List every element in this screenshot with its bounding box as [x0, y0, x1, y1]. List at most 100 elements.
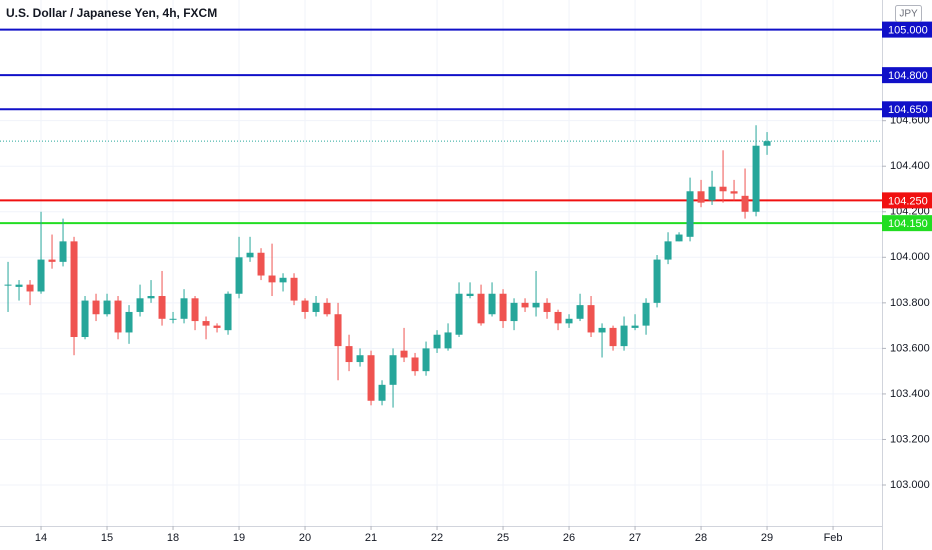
candle-body — [356, 355, 364, 363]
candle-body — [576, 305, 584, 319]
candle-body — [400, 350, 408, 358]
candle-body — [81, 300, 89, 338]
candle-body — [345, 346, 353, 363]
candle-body — [92, 300, 100, 315]
level-label-box — [882, 67, 932, 84]
candle-body — [444, 332, 452, 349]
candle-body — [488, 293, 496, 315]
chart-title: U.S. Dollar / Japanese Yen, 4h, FXCM — [6, 6, 217, 20]
candle-body — [620, 325, 628, 347]
candle-body — [554, 311, 562, 324]
y-tick-label: 103.600 — [890, 342, 930, 354]
candle-body — [378, 384, 386, 401]
candle-body — [543, 302, 551, 312]
level-label-box — [882, 192, 932, 209]
candle-body — [191, 298, 199, 322]
candle-body — [477, 293, 485, 324]
candle-body — [719, 186, 727, 192]
axis-layer: 104.600 104.400 104.200 104.000 103.800 103.6… — [35, 21, 932, 544]
candle-body — [147, 296, 155, 299]
y-tick-label: 104.000 — [890, 251, 930, 263]
candle-body — [301, 300, 309, 312]
candle-body — [15, 284, 23, 287]
y-tick-label: 103.000 — [890, 479, 930, 491]
candle-body — [136, 298, 144, 312]
candle-body — [158, 296, 166, 319]
level-label-box — [882, 21, 932, 38]
x-tick-label: 27 — [629, 532, 641, 544]
x-tick-label: 28 — [695, 532, 707, 544]
y-tick-label: 103.800 — [890, 297, 930, 309]
x-tick-label: 14 — [35, 532, 47, 544]
x-tick-label: 26 — [563, 532, 575, 544]
candle-body — [334, 314, 342, 347]
x-tick-label: 15 — [101, 532, 113, 544]
candle-body — [312, 302, 320, 312]
candle-body — [422, 348, 430, 372]
level-label-box — [882, 101, 932, 118]
level-label: 104.150 — [888, 218, 928, 230]
candle-body — [411, 357, 419, 372]
candle-body — [169, 318, 177, 320]
candle-body — [323, 302, 331, 315]
level-label: 104.650 — [888, 104, 928, 116]
candle-body — [290, 277, 298, 301]
candle-body — [48, 259, 56, 262]
candles-layer — [4, 125, 771, 408]
candle-body — [741, 195, 749, 212]
candle-body — [664, 241, 672, 260]
candle-body — [631, 325, 639, 328]
candle-body — [59, 241, 67, 262]
x-tick-label: 19 — [233, 532, 245, 544]
candle-body — [180, 298, 188, 319]
candle-body — [763, 141, 771, 146]
candle-body — [37, 259, 45, 292]
x-tick-label: 20 — [299, 532, 311, 544]
candle-body — [224, 293, 232, 331]
x-tick-label: Feb — [824, 532, 843, 544]
candle-body — [730, 191, 738, 194]
level-label: 105.000 — [888, 25, 928, 37]
level-label-box — [882, 215, 932, 232]
x-tick-label: 29 — [761, 532, 773, 544]
candle-body — [521, 302, 529, 308]
candle-body — [367, 355, 375, 401]
candle-body — [279, 277, 287, 283]
candle-body — [202, 321, 210, 326]
level-label: 104.250 — [888, 195, 928, 207]
candle-body — [686, 191, 694, 237]
candle-body — [268, 275, 276, 283]
candle-body — [455, 293, 463, 335]
candle-body — [708, 186, 716, 201]
x-tick-label: 21 — [365, 532, 377, 544]
levels-layer — [0, 28, 882, 225]
currency-button[interactable] — [895, 5, 922, 22]
candle-body — [587, 305, 595, 333]
candle-body — [598, 327, 606, 333]
candle-body — [675, 234, 683, 242]
candle-body — [125, 311, 133, 333]
candle-body — [532, 302, 540, 308]
x-tick-label: 25 — [497, 532, 509, 544]
candle-body — [433, 334, 441, 349]
currency-label[interactable]: JPY — [899, 9, 918, 20]
candle-body — [213, 325, 221, 328]
candle-body — [4, 284, 12, 286]
candle-body — [257, 252, 265, 276]
candle-body — [510, 302, 518, 322]
level-label: 104.800 — [888, 70, 928, 82]
candle-body — [565, 318, 573, 324]
candle-body — [752, 145, 760, 212]
candle-body — [642, 302, 650, 326]
candle-body — [466, 293, 474, 297]
candle-body — [499, 293, 507, 322]
candle-body — [653, 259, 661, 303]
candle-body — [697, 191, 705, 203]
x-tick-label: 18 — [167, 532, 179, 544]
y-tick-label: 104.600 — [890, 115, 930, 127]
x-tick-label: 22 — [431, 532, 443, 544]
y-tick-label: 103.200 — [890, 433, 930, 445]
candle-body — [246, 252, 254, 258]
